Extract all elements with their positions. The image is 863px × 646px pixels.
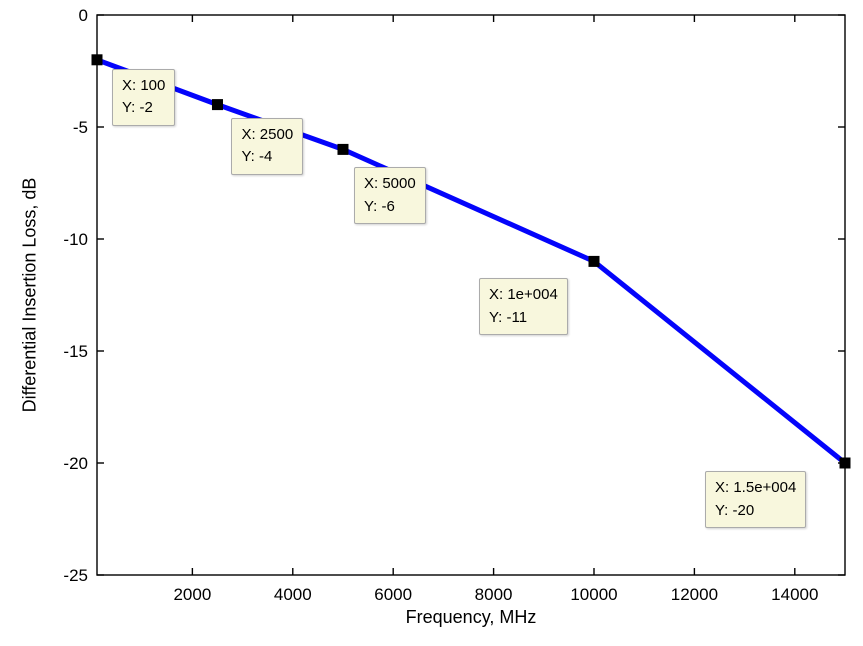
datatip-line: Y: -20 — [715, 501, 755, 519]
datatip[interactable]: X: 1e+004 Y: -11 — [478, 278, 568, 336]
data-point-marker[interactable] — [839, 457, 851, 469]
x-tick-label: 6000 — [374, 585, 412, 604]
datatip[interactable]: X: 1.5e+004 Y: -20 — [705, 471, 807, 528]
y-tick-label: -15 — [63, 342, 88, 361]
data-point-marker[interactable] — [211, 99, 223, 111]
data-point-marker[interactable] — [91, 54, 103, 66]
data-point-marker[interactable] — [588, 255, 600, 267]
x-tick-label: 4000 — [274, 585, 312, 604]
data-line — [94, 57, 848, 466]
x-tick-label: 10000 — [570, 585, 617, 604]
datatip-line: X: 5000 — [363, 175, 416, 193]
datatip-line: Y: -11 — [488, 308, 528, 326]
datatip[interactable]: X: 100 Y: -2 — [112, 68, 176, 126]
x-tick-label: 2000 — [173, 585, 211, 604]
x-tick-label: 8000 — [475, 585, 513, 604]
x-tick-label: 12000 — [671, 585, 718, 604]
data-point-marker[interactable] — [337, 143, 349, 155]
x-axis-label: Frequency, MHz — [405, 607, 537, 627]
y-tick-label: -25 — [63, 566, 88, 585]
y-tick-label: 0 — [79, 6, 88, 25]
datatip[interactable]: X: 5000 Y: -6 — [353, 167, 426, 225]
datatip-line: Y: -2 — [122, 99, 153, 117]
datatip-line: Y: -4 — [241, 148, 273, 166]
datatip-line: X: 2500 — [241, 125, 294, 143]
y-tick-label: -20 — [63, 454, 88, 473]
datatip-line: X: 1.5e+004 — [715, 479, 797, 496]
datatip-line: X: 1e+004 — [488, 286, 558, 304]
datatip[interactable]: X: 2500 Y: -4 — [231, 117, 304, 175]
y-tick-label: -10 — [63, 230, 88, 249]
datatip-line: Y: -6 — [363, 197, 395, 215]
datatip-line: X: 100 — [122, 76, 166, 94]
x-tick-label: 14000 — [771, 585, 818, 604]
y-axis-label: Differential Insertion Loss, dB — [19, 177, 40, 413]
y-tick-label: -5 — [73, 118, 88, 137]
plot-box — [96, 14, 846, 576]
